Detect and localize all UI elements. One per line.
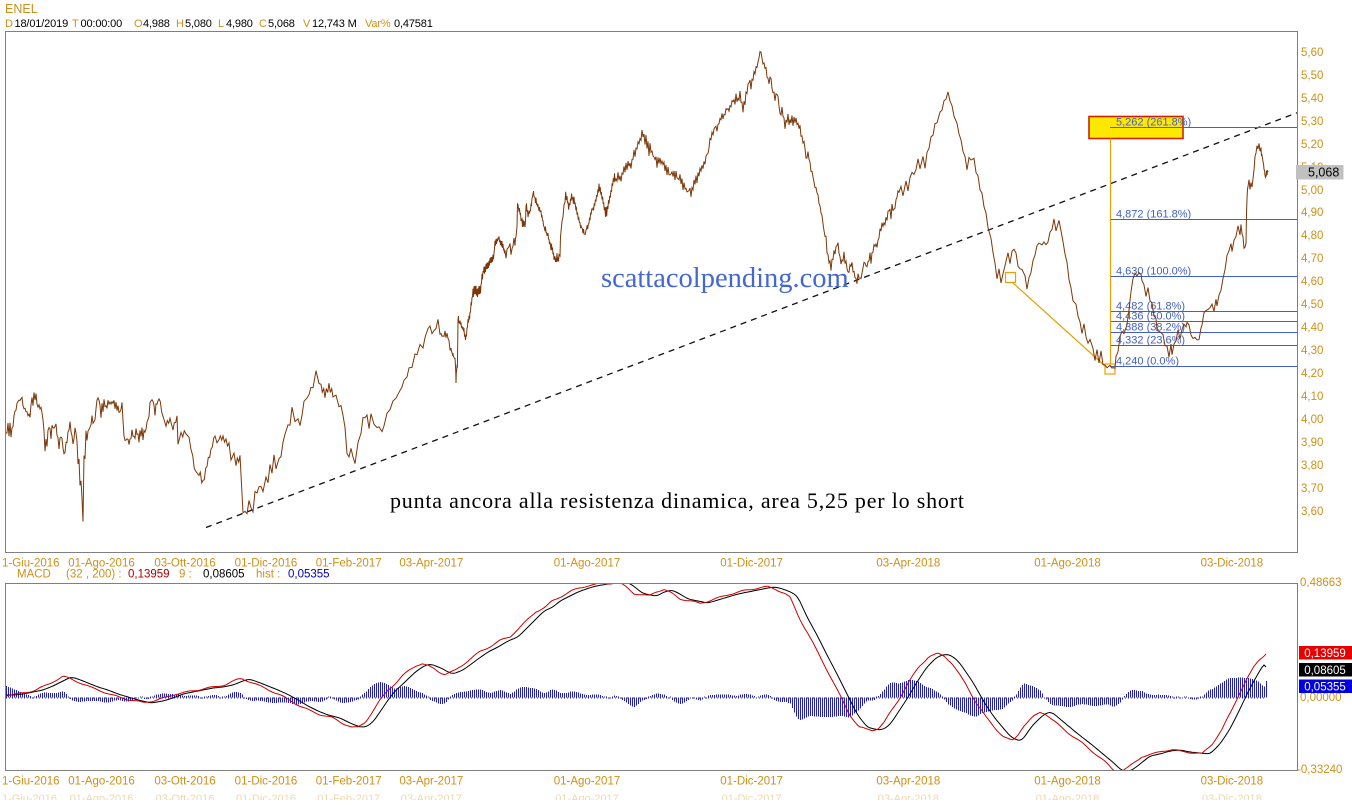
- svg-text:01-Ago-2016: 01-Ago-2016: [70, 793, 134, 800]
- svg-text:5,50: 5,50: [1301, 70, 1323, 82]
- svg-text:03-Apr-2017: 03-Apr-2017: [399, 558, 463, 570]
- svg-text:03-Dic-2018: 03-Dic-2018: [1202, 793, 1262, 800]
- svg-text:4,10: 4,10: [1301, 391, 1323, 403]
- svg-text:4,30: 4,30: [1301, 345, 1323, 357]
- svg-text:4,20: 4,20: [1301, 368, 1323, 380]
- svg-text:03-Apr-2018: 03-Apr-2018: [876, 776, 940, 788]
- svg-text:4,630 (100.0%): 4,630 (100.0%): [1116, 266, 1191, 278]
- svg-text:4,436 (50.0%): 4,436 (50.0%): [1116, 311, 1185, 323]
- svg-text:03-Apr-2017: 03-Apr-2017: [399, 776, 463, 788]
- svg-text:4,70: 4,70: [1301, 253, 1323, 265]
- svg-text:5,30: 5,30: [1301, 116, 1323, 128]
- svg-text:5,00: 5,00: [1301, 185, 1323, 197]
- svg-text:4,00: 4,00: [1301, 414, 1323, 426]
- svg-text:03-Dic-2018: 03-Dic-2018: [1201, 558, 1264, 570]
- svg-text:4,332 (23.6%): 4,332 (23.6%): [1116, 335, 1185, 347]
- svg-text:0,48663: 0,48663: [1300, 577, 1342, 589]
- svg-text:01-Ago-2018: 01-Ago-2018: [1036, 793, 1100, 800]
- svg-text:4,40: 4,40: [1301, 322, 1323, 334]
- svg-text:1-Giu-2016: 1-Giu-2016: [2, 793, 57, 800]
- svg-text:01-Ago-2016: 01-Ago-2016: [68, 558, 135, 570]
- svg-text:1-Giu-2016: 1-Giu-2016: [2, 558, 60, 570]
- svg-text:4,240 (0.0%): 4,240 (0.0%): [1116, 356, 1179, 368]
- svg-text:03-Dic-2018: 03-Dic-2018: [1201, 776, 1264, 788]
- svg-text:5,60: 5,60: [1301, 47, 1323, 59]
- svg-text:01-Feb-2017: 01-Feb-2017: [317, 793, 380, 800]
- svg-text:4,388 (38.2%): 4,388 (38.2%): [1116, 322, 1185, 334]
- svg-text:01-Dic-2017: 01-Dic-2017: [720, 776, 783, 788]
- svg-text:03-Apr-2017: 03-Apr-2017: [401, 793, 462, 800]
- svg-text:01-Dic-2016: 01-Dic-2016: [236, 793, 296, 800]
- svg-text:ENEL: ENEL: [5, 2, 38, 16]
- svg-text:3,60: 3,60: [1301, 506, 1323, 518]
- svg-text:01-Ago-2018: 01-Ago-2018: [1034, 776, 1101, 788]
- svg-text:0,08605: 0,08605: [1304, 665, 1346, 677]
- svg-text:3,70: 3,70: [1301, 483, 1323, 495]
- svg-text:5,20: 5,20: [1301, 139, 1323, 151]
- svg-text:03-Apr-2018: 03-Apr-2018: [876, 558, 940, 570]
- svg-text:5,262 (261.8%): 5,262 (261.8%): [1116, 117, 1191, 129]
- svg-text:4,60: 4,60: [1301, 276, 1323, 288]
- svg-text:03-Ott-2016: 03-Ott-2016: [154, 558, 215, 570]
- svg-text:4,482 (61.8%): 4,482 (61.8%): [1116, 301, 1185, 313]
- svg-text:3,90: 3,90: [1301, 437, 1323, 449]
- svg-text:5,068: 5,068: [1308, 166, 1339, 180]
- svg-text:01-Ago-2017: 01-Ago-2017: [554, 558, 621, 570]
- svg-text:4,50: 4,50: [1301, 299, 1323, 311]
- svg-text:4,80: 4,80: [1301, 230, 1323, 242]
- svg-text:01-Ago-2017: 01-Ago-2017: [554, 776, 621, 788]
- svg-text:01-Dic-2016: 01-Dic-2016: [235, 558, 298, 570]
- svg-text:03-Ott-2016: 03-Ott-2016: [154, 776, 215, 788]
- svg-text:scattacolpending.com: scattacolpending.com: [601, 263, 849, 294]
- svg-text:03-Apr-2018: 03-Apr-2018: [878, 793, 939, 800]
- svg-text:punta ancora alla resistenza d: punta ancora alla resistenza dinamica, a…: [390, 488, 965, 513]
- svg-text:0,00000: 0,00000: [1300, 692, 1342, 704]
- svg-text:3,80: 3,80: [1301, 460, 1323, 472]
- svg-text:03-Ott-2016: 03-Ott-2016: [156, 793, 215, 800]
- svg-text:-0,33240: -0,33240: [1297, 764, 1342, 776]
- svg-text:5,40: 5,40: [1301, 93, 1323, 105]
- svg-text:1-Giu-2016: 1-Giu-2016: [2, 776, 60, 788]
- svg-text:01-Dic-2017: 01-Dic-2017: [720, 558, 783, 570]
- svg-text:4,872 (161.8%): 4,872 (161.8%): [1116, 209, 1191, 221]
- svg-text:01-Ago-2017: 01-Ago-2017: [555, 793, 619, 800]
- svg-text:0,13959: 0,13959: [1304, 648, 1346, 660]
- svg-text:4,90: 4,90: [1301, 207, 1323, 219]
- svg-text:01-Feb-2017: 01-Feb-2017: [316, 558, 382, 570]
- svg-text:01-Ago-2016: 01-Ago-2016: [68, 776, 135, 788]
- svg-text:0,05355: 0,05355: [1304, 682, 1346, 694]
- svg-text:01-Dic-2017: 01-Dic-2017: [722, 793, 782, 800]
- svg-text:01-Dic-2016: 01-Dic-2016: [235, 776, 298, 788]
- svg-text:01-Feb-2017: 01-Feb-2017: [316, 776, 382, 788]
- svg-text:01-Ago-2018: 01-Ago-2018: [1034, 558, 1101, 570]
